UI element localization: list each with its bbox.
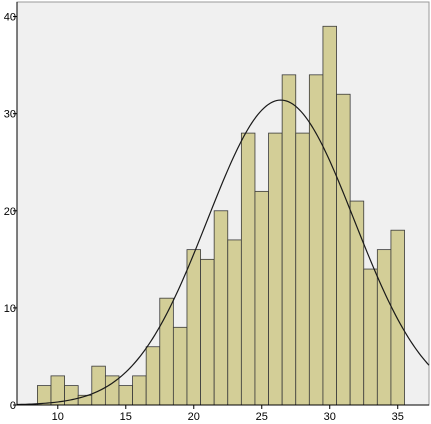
- histogram-bar-17: [145, 346, 161, 406]
- y-tick-label-20: 20: [4, 206, 16, 218]
- histogram-bar-22: [213, 210, 229, 406]
- x-tick-label-25: 25: [256, 411, 268, 423]
- x-tick-label-15: 15: [120, 411, 132, 423]
- tick-labels-group: 10 15 20 25 30 35 0 10 20 30 40: [4, 12, 404, 423]
- histogram-bar-21: [200, 258, 215, 406]
- y-tick-label-0: 0: [10, 400, 16, 412]
- histogram-bar-26: [268, 132, 283, 406]
- histogram-bar-30: [322, 25, 337, 406]
- normal-curve: [16, 99, 430, 406]
- histogram-bar-25: [254, 190, 269, 406]
- histogram-bar-20: [186, 249, 201, 406]
- histogram-bar-27: [281, 74, 297, 406]
- y-tick-label-40: 40: [4, 12, 16, 24]
- histogram-bar-32: [349, 200, 365, 406]
- axes-group: [13, 2, 429, 409]
- y-tick-label-30: 30: [4, 109, 16, 121]
- histogram-bar-19: [172, 326, 188, 406]
- histogram-bar-11: [64, 385, 79, 406]
- histogram-bar-13: [91, 365, 106, 406]
- histogram-bar-34: [376, 249, 392, 406]
- histogram-bar-23: [227, 239, 242, 406]
- bars-group: [37, 25, 405, 406]
- histogram-bar-10: [50, 375, 65, 406]
- histogram-bar-9: [37, 385, 52, 406]
- x-tick-label-30: 30: [324, 411, 336, 423]
- histogram-bar-31: [336, 93, 351, 406]
- y-tick-label-10: 10: [4, 303, 16, 315]
- histogram-bar-24: [240, 132, 256, 406]
- x-tick-label-35: 35: [392, 411, 404, 423]
- histogram-bar-16: [132, 375, 147, 406]
- histogram-bar-28: [295, 132, 310, 406]
- histogram-bar-35: [390, 229, 405, 406]
- histogram-bar-33: [363, 268, 378, 406]
- x-tick-label-20: 20: [188, 411, 200, 423]
- histogram-bar-15: [118, 385, 133, 406]
- x-tick-label-10: 10: [52, 411, 64, 423]
